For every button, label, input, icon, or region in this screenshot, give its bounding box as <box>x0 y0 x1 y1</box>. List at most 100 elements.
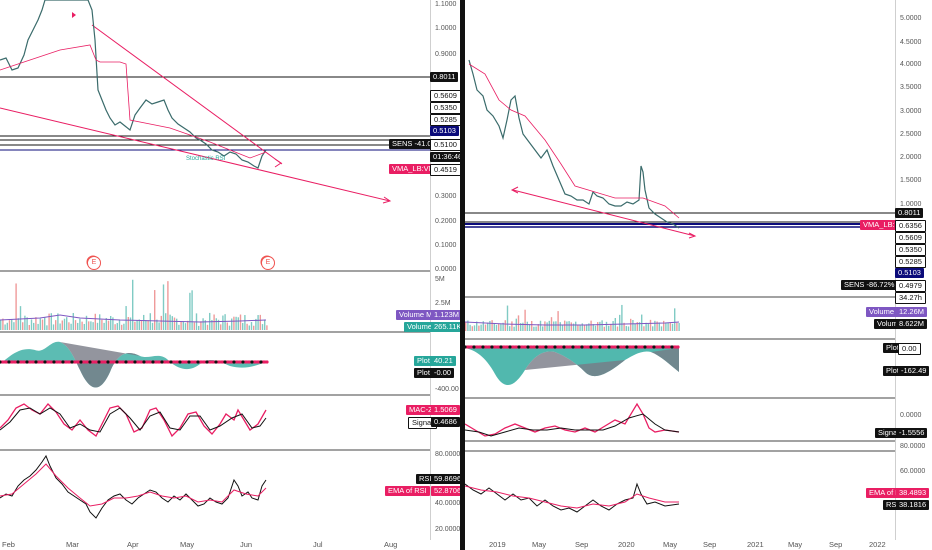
plot-dot <box>76 360 80 364</box>
left-vma-series <box>0 44 267 159</box>
plot-dot <box>118 360 122 364</box>
volume-bar <box>469 324 471 331</box>
left-price-axis[interactable]: 1.1000 1.0000 0.9000 0.3000 0.2000 0.100… <box>430 0 461 540</box>
plot-dot <box>625 345 629 349</box>
right-plot-area[interactable] <box>465 0 895 550</box>
volume-bar <box>248 325 250 330</box>
left-plot-area[interactable] <box>0 0 430 550</box>
plot-dot <box>40 360 44 364</box>
volume-bar <box>579 325 581 331</box>
volume-bar <box>151 322 154 330</box>
volume-bar <box>656 321 658 331</box>
vma-tag: VMA_LB:VMA <box>860 220 914 230</box>
volume-bar <box>493 323 495 331</box>
left-volume-bars <box>0 279 268 330</box>
plot-dot <box>526 345 530 349</box>
right-chart-pane[interactable]: 5.0000 4.5000 4.0000 3.5000 3.0000 2.500… <box>465 0 932 550</box>
plot-dot <box>250 360 254 364</box>
volume-bar <box>583 325 586 331</box>
plot-dot <box>628 345 632 349</box>
volume-bar <box>39 318 41 330</box>
volume-bar <box>33 322 35 330</box>
volume-bar <box>215 318 217 330</box>
volume-bar <box>187 320 189 330</box>
volume-bar <box>616 326 619 331</box>
volume-bar <box>149 313 151 330</box>
volume-bar <box>237 317 239 330</box>
volume-bar <box>577 324 579 331</box>
volume-bar <box>28 324 30 330</box>
axis-tick: 40.0000 <box>435 500 461 507</box>
plot-dot <box>148 360 152 364</box>
volume-bar <box>127 317 129 330</box>
volume-bar <box>520 323 522 331</box>
plot-dot <box>670 345 674 349</box>
volume-bar <box>559 322 561 331</box>
right-vma-series <box>468 63 680 219</box>
x-label: Mar <box>66 540 79 549</box>
volume-bar <box>11 319 13 330</box>
volume-bar <box>663 320 665 331</box>
plot-dot <box>103 360 107 364</box>
earnings-badge-label-2[interactable]: E <box>261 256 275 270</box>
plot-dot <box>661 345 665 349</box>
plot-dot <box>55 360 59 364</box>
plot-dot <box>1 360 5 364</box>
plot-dot <box>115 360 119 364</box>
plot-dot <box>532 345 536 349</box>
volume-bar <box>257 315 259 330</box>
plot-dot <box>190 360 194 364</box>
volume-bar <box>652 326 654 331</box>
volume-bar <box>553 321 555 331</box>
x-label: Aug <box>384 540 398 549</box>
earnings-badge-label-1[interactable]: E <box>87 256 101 270</box>
volume-bar <box>264 319 266 330</box>
volume-bar <box>24 315 26 330</box>
volume-bar <box>145 320 147 330</box>
volume-bar <box>239 314 242 330</box>
volume-bar <box>597 322 599 331</box>
trendline-arrowhead-2 <box>274 158 282 168</box>
ema-rsi-value: 52.8706 <box>431 486 465 496</box>
plot-dot <box>655 345 659 349</box>
axis-tick: 5M <box>435 276 445 283</box>
plot-dot <box>0 360 2 364</box>
plot-dot <box>667 345 671 349</box>
volume-bar <box>77 322 79 330</box>
rsi-value: 38.1816 <box>896 500 930 510</box>
volume-bar <box>158 322 160 330</box>
volume-bar <box>480 324 482 331</box>
right-plot-panel <box>465 345 680 386</box>
price-tag: 0.8011 <box>430 72 459 82</box>
volume-bar <box>193 322 195 330</box>
axis-tick: 2.0000 <box>900 154 922 161</box>
volume-label: Volume <box>404 322 436 332</box>
plot-dot <box>139 360 143 364</box>
plot-dot <box>544 345 548 349</box>
left-plot-dots <box>0 360 269 364</box>
plot-dot <box>34 360 38 364</box>
plot-dot <box>61 360 65 364</box>
axis-tick: 2.5M <box>435 300 451 307</box>
right-rsi-line <box>465 482 680 513</box>
axis-tick: 1.5000 <box>900 177 922 184</box>
plot-dot <box>499 345 503 349</box>
plot-dot <box>493 345 497 349</box>
ema-rsi-label: EMA of RSI <box>385 486 430 496</box>
volume-bar <box>92 322 94 330</box>
plot-dot <box>481 345 485 349</box>
plot-dot <box>97 360 101 364</box>
volume-bar <box>669 322 671 331</box>
volume-bar <box>259 314 261 330</box>
upper-trendline <box>91 24 283 165</box>
volume-bar <box>13 322 15 330</box>
volume-bar <box>101 319 103 330</box>
left-price-series <box>0 0 267 169</box>
left-chart-pane[interactable]: Stochastic RSI E E 1.1000 1.0000 0.9000 … <box>0 0 466 550</box>
plot-dot <box>184 360 188 364</box>
plot-dot <box>175 360 179 364</box>
volume-bar <box>627 326 630 331</box>
volume-bar <box>79 318 81 330</box>
pane-divider[interactable] <box>460 0 465 550</box>
volume-bar <box>217 319 220 330</box>
